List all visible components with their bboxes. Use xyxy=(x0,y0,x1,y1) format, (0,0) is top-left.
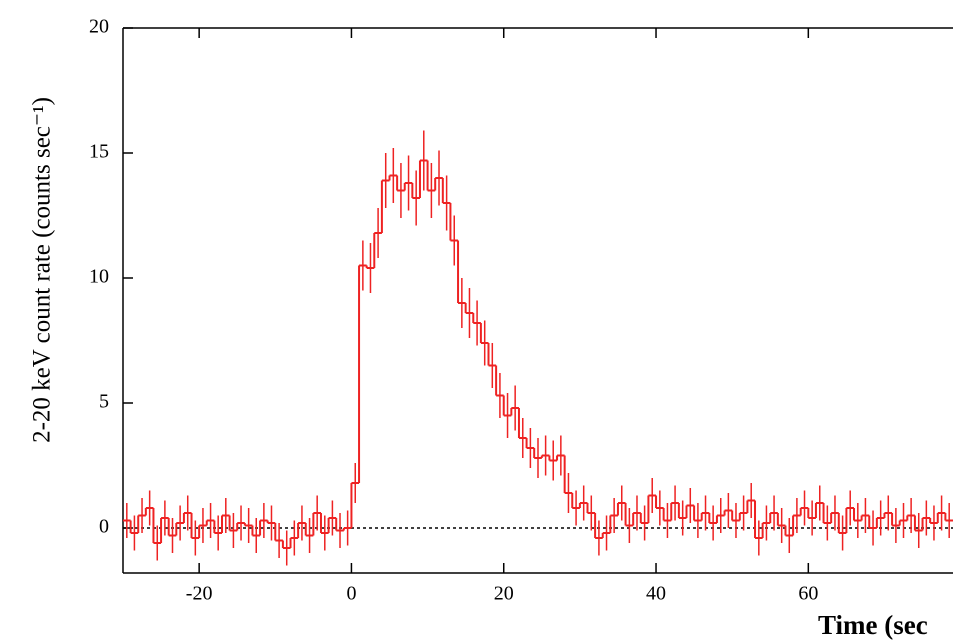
x-tick-label: 60 xyxy=(798,583,818,605)
y-tick-label: 15 xyxy=(89,141,109,163)
x-tick-label: 0 xyxy=(346,583,356,605)
x-tick-label: 40 xyxy=(646,583,666,605)
y-tick-label: 0 xyxy=(99,516,109,538)
x-axis-label: Time (sec xyxy=(818,610,928,640)
y-axis-label: 2-20 keV count rate (counts sec⁻¹) xyxy=(29,97,56,443)
x-tick-label: 20 xyxy=(494,583,514,605)
x-tick-label: -20 xyxy=(186,583,213,605)
y-tick-label: 5 xyxy=(99,391,109,413)
y-tick-label: 10 xyxy=(89,266,109,288)
y-tick-label: 20 xyxy=(89,16,109,38)
